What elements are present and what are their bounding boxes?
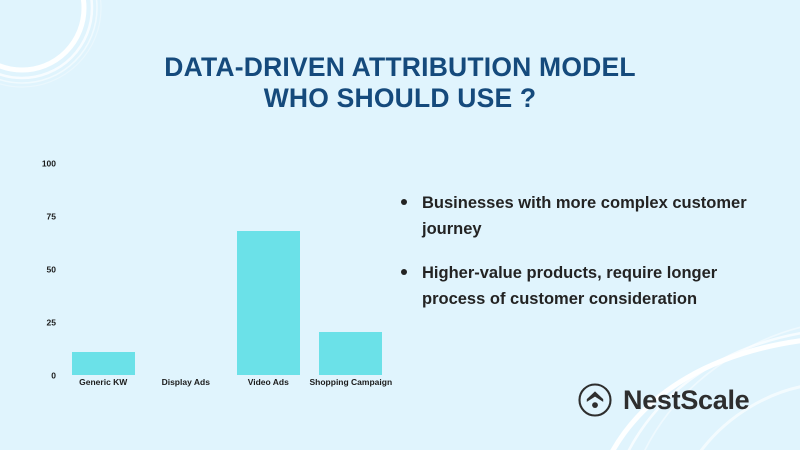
- bullet-list-item: Higher-value products, require longer pr…: [396, 260, 766, 312]
- y-axis-tick-label: 75: [46, 211, 56, 222]
- page-title-line-1: DATA-DRIVEN ATTRIBUTION MODEL: [164, 52, 636, 82]
- chart-bar-group: [319, 169, 383, 375]
- bullet-list-item-text: Businesses with more complex customer jo…: [422, 194, 747, 238]
- x-axis-tick-label: Video Ads: [247, 377, 289, 387]
- bullet-list: Businesses with more complex customer jo…: [396, 190, 766, 312]
- chart-bar-group: [71, 169, 135, 375]
- x-axis-tick-label: Shopping Campaign: [309, 377, 393, 387]
- bullet-list-item-text: Higher-value products, require longer pr…: [422, 264, 718, 308]
- bullet-point-icon: [401, 199, 407, 205]
- y-axis-tick-label: 0: [51, 370, 56, 381]
- chart-bar-group: [154, 169, 217, 375]
- chart-y-axis: 100 75 50 25 0: [24, 159, 56, 380]
- nestscale-logo: NestScale: [577, 382, 750, 418]
- chart-x-axis: Generic KW Display Ads Video Ads Shopping C…: [62, 377, 392, 391]
- chart-plot-area: [62, 169, 392, 375]
- bar-chart: 100 75 50 25 0 Generic KW Display Ads Video Ad…: [24, 159, 392, 391]
- y-axis-tick-label: 25: [46, 317, 56, 328]
- chart-bar: [71, 352, 135, 375]
- bullet-list-item: Businesses with more complex customer jo…: [396, 190, 766, 242]
- nestscale-wordmark: NestScale: [623, 385, 750, 415]
- chart-bar: [319, 331, 383, 375]
- bullet-point-icon: [401, 269, 407, 275]
- page-title-line-2: WHO SHOULD USE ?: [263, 83, 537, 113]
- y-axis-tick-label: 100: [41, 158, 56, 169]
- x-axis-tick-label: Display Ads: [161, 377, 210, 387]
- chart-bar-group: [236, 169, 300, 375]
- x-axis-tick-label: Generic KW: [79, 377, 128, 387]
- page-title: DATA-DRIVEN ATTRIBUTION MODEL WHO SHOULD…: [0, 52, 800, 114]
- y-axis-tick-label: 50: [46, 264, 56, 275]
- nestscale-chevron-circle-icon: [578, 383, 612, 417]
- chart-bar: [236, 230, 300, 375]
